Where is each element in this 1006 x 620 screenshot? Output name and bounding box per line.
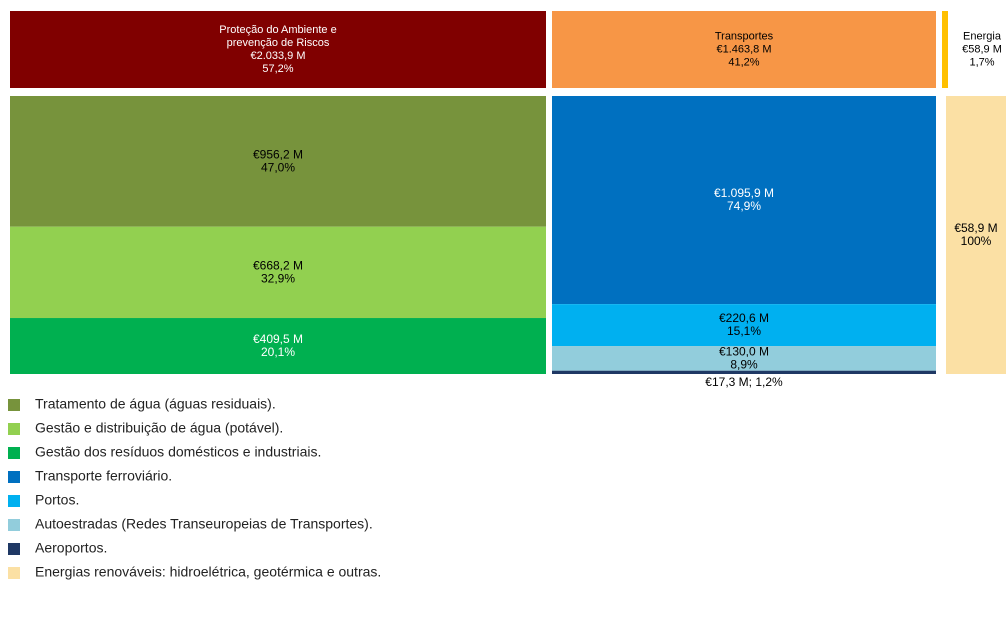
group-label: €1.463,8 M (716, 43, 771, 55)
block-label: €409,5 M (253, 332, 303, 346)
block-label: 47,0% (261, 161, 295, 175)
group-label: 41,2% (728, 56, 759, 68)
legend-label: Gestão dos resíduos domésticos e industr… (35, 444, 321, 460)
group-label: Transportes (715, 30, 774, 42)
legend-swatch (8, 519, 20, 531)
group-header (942, 11, 948, 88)
legend-swatch (8, 567, 20, 579)
block (552, 370, 936, 374)
block-label: 32,9% (261, 272, 295, 286)
group-label: 1,7% (969, 56, 994, 68)
block (10, 318, 546, 374)
group-header (10, 11, 546, 88)
legend-swatch (8, 495, 20, 507)
block-label: 15,1% (727, 324, 761, 338)
legend-swatch (8, 423, 20, 435)
block (552, 346, 936, 371)
legend-swatch (8, 447, 20, 459)
block-label: €58,9 M (954, 221, 997, 235)
legend-label: Transporte ferroviário. (35, 468, 172, 484)
block (10, 96, 546, 227)
block-label: €668,2 M (253, 259, 303, 273)
block (552, 96, 936, 305)
group-header (552, 11, 936, 88)
block-label: 20,1% (261, 345, 295, 359)
group-label: 57,2% (262, 63, 293, 75)
block-label: €130,0 M (719, 345, 769, 359)
block-label: €220,6 M (719, 311, 769, 325)
block-label: €1.095,9 M (714, 186, 774, 200)
block-label: 8,9% (730, 358, 758, 372)
group-label: €2.033,9 M (250, 50, 305, 62)
block (946, 96, 1006, 374)
group-label: prevenção de Riscos (227, 37, 330, 49)
group-label: €58,9 M (962, 43, 1002, 55)
block-label: 100% (961, 234, 992, 248)
legend-label: Energias renováveis: hidroelétrica, geot… (35, 564, 381, 580)
group-label: Energia (963, 30, 1002, 42)
legend-label: Aeroportos. (35, 540, 107, 556)
block-label: €17,3 M; 1,2% (705, 375, 783, 389)
legend-label: Tratamento de água (águas residuais). (35, 396, 276, 412)
legend-label: Autoestradas (Redes Transeuropeias de Tr… (35, 516, 373, 532)
block (552, 304, 936, 347)
legend-label: Portos. (35, 492, 79, 508)
legend-swatch (8, 543, 20, 555)
legend-swatch (8, 471, 20, 483)
legend-swatch (8, 399, 20, 411)
block (10, 226, 546, 319)
block-label: 74,9% (727, 199, 761, 213)
group-label: Proteção do Ambiente e (219, 24, 336, 36)
legend-label: Gestão e distribuição de água (potável). (35, 420, 283, 436)
block-label: €956,2 M (253, 148, 303, 162)
